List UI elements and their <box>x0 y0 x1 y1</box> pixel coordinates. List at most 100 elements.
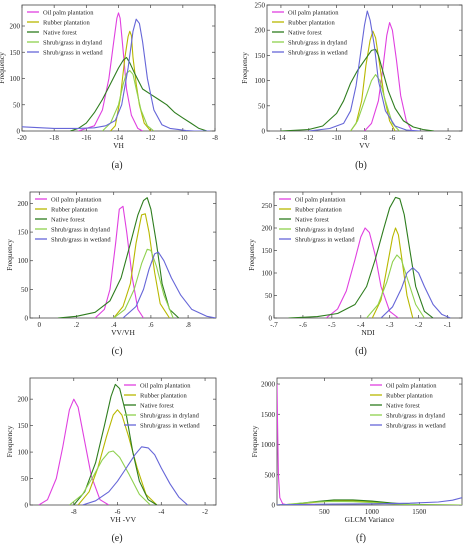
x-tick-label: -.4 <box>357 321 365 329</box>
series-line-1 <box>325 227 399 318</box>
x-axis-label: VV/VH <box>111 328 135 337</box>
x-tick-label: -14 <box>114 134 124 142</box>
legend-entry-label: Native forest <box>386 403 420 410</box>
x-tick-label: -14 <box>276 134 286 142</box>
x-tick-label: -6 <box>389 134 395 142</box>
y-tick-label: 50 <box>21 286 29 294</box>
series-line-5 <box>308 10 421 131</box>
legend-entry-label: Shrub/grass in wetland <box>295 237 355 244</box>
x-tick-label: -2 <box>202 508 208 516</box>
chart-panel-2: -14 -12 -10 -8 -6 -4 -2 0 50 100 150 200 250 VV Freque… <box>240 2 463 171</box>
x-tick-label: -16 <box>82 134 92 142</box>
chart-panel-3: 0 .2 .4 .6 .8 0 50 100 150 200 VV/VH Frequency Oil p… <box>5 191 217 357</box>
x-tick-label: 0 <box>38 321 42 329</box>
series-line-5 <box>22 18 211 131</box>
x-tick-label: -4 <box>158 508 164 516</box>
x-tick-label: -.5 <box>328 321 336 329</box>
legend-entry-label: Oil palm plantation <box>140 383 191 390</box>
y-tick-label: 1500 <box>261 411 276 419</box>
series-line-4 <box>69 450 151 505</box>
series-line-4 <box>350 74 400 131</box>
series-line-3 <box>70 56 208 131</box>
x-tick-label: -10 <box>332 134 342 142</box>
panel-caption: (f) <box>356 533 366 544</box>
y-tick-label: 200 <box>10 23 21 31</box>
legend-entry-label: Native forest <box>140 403 174 410</box>
y-tick-label: 150 <box>262 247 273 255</box>
x-tick-label: 1500 <box>412 508 427 516</box>
legend: Oil palm plantation Rubber plantation Nati… <box>124 383 200 430</box>
panel-caption: (a) <box>111 160 122 171</box>
legend-entry-label: Rubber plantation <box>288 20 336 27</box>
legend-entry-label: Oil palm plantation <box>288 10 339 17</box>
legend-entry-label: Rubber plantation <box>295 207 343 214</box>
x-tick-label: -12 <box>146 134 156 142</box>
y-tick-label: 500 <box>265 471 276 479</box>
series-line-4 <box>366 254 425 318</box>
legend-entry-label: Shrub/grass in dryland <box>140 413 200 420</box>
legend: Oil palm plantation Rubber plantation Nati… <box>272 10 348 57</box>
x-tick-label: -.1 <box>444 321 452 329</box>
chart-panel-6: 500 1000 1500 0 500 1000 1500 2000 GLCM Variance… <box>250 377 463 544</box>
series-line-5 <box>380 267 451 318</box>
y-tick-label: 200 <box>18 200 29 208</box>
y-tick-label: 250 <box>262 202 273 210</box>
series-line-1 <box>94 205 144 318</box>
x-axis-label: VH <box>113 141 124 150</box>
x-tick-label: .8 <box>185 321 191 329</box>
legend: Oil palm plantation Rubber plantation Nati… <box>27 10 103 57</box>
x-tick-label: -8 <box>362 134 368 142</box>
legend-entry-label: Shrub/grass in wetland <box>43 50 103 57</box>
y-tick-label: 250 <box>255 2 266 10</box>
y-tick-label: 100 <box>18 257 29 265</box>
panel-caption: (c) <box>111 346 122 357</box>
panel-caption: (e) <box>111 533 122 544</box>
x-tick-label: 1000 <box>365 508 380 516</box>
legend: Oil palm plantation Rubber plantation Nati… <box>35 197 111 244</box>
y-axis-label: Frequency <box>250 425 259 457</box>
legend-entry-label: Shrub/grass in dryland <box>288 40 348 47</box>
x-axis-label: VH -VV <box>110 515 137 524</box>
series-line-1 <box>277 383 315 505</box>
series-line-5 <box>277 497 462 505</box>
legend-entry-label: Oil palm plantation <box>386 383 437 390</box>
y-tick-label: 0 <box>262 128 266 136</box>
legend-entry-label: Native forest <box>51 217 85 224</box>
x-tick-label: -4 <box>417 134 423 142</box>
legend-entry-label: Shrub/grass in wetland <box>51 237 111 244</box>
legend: Oil palm plantation Rubber plantation Nati… <box>279 197 355 244</box>
y-tick-label: 200 <box>255 27 266 35</box>
series-line-2 <box>77 409 158 505</box>
legend-entry-label: Rubber plantation <box>140 393 188 400</box>
y-tick-label: 200 <box>262 225 273 233</box>
series-line-1 <box>364 22 413 131</box>
y-tick-label: 150 <box>255 52 266 60</box>
plot-frame <box>276 377 463 506</box>
x-tick-label: -.7 <box>270 321 278 329</box>
x-tick-label: 500 <box>319 508 330 516</box>
x-tick-label: -.3 <box>386 321 394 329</box>
x-axis-label: NDI <box>361 328 375 337</box>
y-tick-label: 50 <box>13 101 21 109</box>
chart-panel-1: -20 -18 -16 -14 -12 -10 -8 0 50 100 150 200 VH Freque… <box>0 4 218 171</box>
series-line-5 <box>122 251 216 318</box>
legend-entry-label: Rubber plantation <box>386 393 434 400</box>
series-line-4 <box>102 70 155 131</box>
series-line-3 <box>288 196 434 318</box>
panel-caption: (b) <box>355 160 367 171</box>
y-tick-label: 0 <box>269 315 273 323</box>
y-tick-label: 2000 <box>261 381 276 389</box>
series-line-5 <box>82 446 188 505</box>
x-tick-label: -8 <box>212 134 218 142</box>
x-tick-label: -6 <box>115 508 121 516</box>
series-line-1 <box>38 398 110 505</box>
x-tick-label: -12 <box>304 134 314 142</box>
y-tick-label: 100 <box>255 77 266 85</box>
legend-entry-label: Native forest <box>43 30 77 37</box>
y-axis-label: Frequency <box>5 239 14 271</box>
legend-entry-label: Shrub/grass in wetland <box>140 423 200 430</box>
x-tick-label: -2 <box>445 134 451 142</box>
x-tick-label: .6 <box>148 321 154 329</box>
legend-entry-label: Shrub/grass in dryland <box>51 227 111 234</box>
